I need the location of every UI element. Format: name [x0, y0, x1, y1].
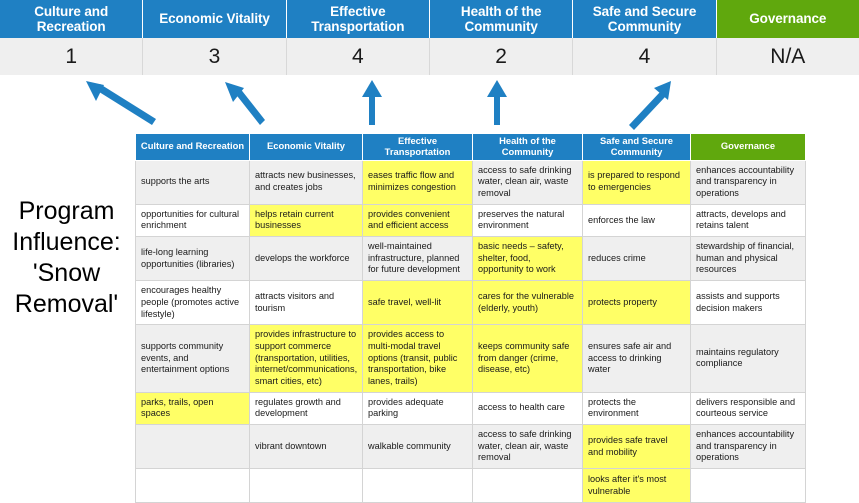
program-influence-caption: Program Influence: 'Snow Removal': [0, 196, 133, 320]
matrix-cell: parks, trails, open spaces: [135, 391, 250, 426]
table-row: encourages healthy people (promotes acti…: [135, 280, 806, 326]
matrix-cell: keeps community safe from danger (crime,…: [472, 324, 583, 393]
matrix-header-effective-transportation: Effective Transportation: [362, 133, 473, 161]
matrix-cell: [690, 468, 806, 503]
matrix-cell: attracts new businesses, and creates job…: [249, 159, 363, 205]
matrix-cell: reduces crime: [582, 236, 691, 282]
matrix-cell: provides safe travel and mobility: [582, 423, 691, 470]
table-row: supports the arts attracts new businesse…: [135, 159, 806, 205]
matrix-cell: provides infrastructure to support comme…: [249, 324, 363, 393]
matrix-cell: vibrant downtown: [249, 423, 363, 470]
matrix-cell: safe travel, well-lit: [362, 280, 473, 326]
scorecard-header-governance: Governance: [716, 0, 859, 38]
scorecard-header-economic-vitality: Economic Vitality: [143, 0, 287, 38]
matrix-cell: [472, 468, 583, 503]
scorecard-value-governance: N/A: [770, 44, 806, 68]
matrix-cell: stewardship of financial, human and phys…: [690, 236, 806, 282]
arrow-up-icon-4: [487, 80, 507, 125]
scorecard-table: Culture and Recreation Economic Vitality…: [0, 0, 859, 75]
matrix-cell: protects the environment: [582, 391, 691, 426]
matrix-cell: preserves the natural environment: [472, 203, 583, 238]
matrix-cell: basic needs – safety, shelter, food, opp…: [472, 236, 583, 282]
table-row: opportunities for cultural enrichment he…: [135, 203, 806, 238]
table-row: parks, trails, open spaces regulates gro…: [135, 391, 806, 426]
scorecard-header-effective-transportation: Effective Transportation: [286, 0, 430, 38]
scorecard-header-row: Culture and Recreation Economic Vitality…: [0, 0, 859, 38]
matrix-cell: [249, 468, 363, 503]
matrix-cell: protects property: [582, 280, 691, 326]
matrix-cell: helps retain current businesses: [249, 203, 363, 238]
matrix-cell: is prepared to respond to emergencies: [582, 159, 691, 205]
matrix-header-health-of-the-community: Health of the Community: [472, 133, 583, 161]
matrix-cell: provides access to multi-modal travel op…: [362, 324, 473, 393]
scorecard-value-health-of-the-community: 2: [430, 38, 574, 75]
matrix-header-culture-and-recreation: Culture and Recreation: [135, 133, 250, 161]
table-row: looks after it's most vulnerable: [135, 468, 806, 503]
scorecard-value-effective-transportation: 4: [287, 38, 430, 75]
matrix-cell: maintains regulatory compliance: [690, 324, 806, 393]
matrix-cell: access to health care: [472, 391, 583, 426]
scorecard-header-safe-and-secure-community: Safe and Secure Community: [573, 0, 717, 38]
matrix-header-economic-vitality: Economic Vitality: [249, 133, 363, 161]
caption-line-2: Influence:: [12, 228, 121, 256]
matrix-cell: provides adequate parking: [362, 391, 473, 426]
matrix-cell: regulates growth and development: [249, 391, 363, 426]
caption-line-4: Removal': [14, 290, 119, 318]
matrix-header-safe-and-secure-community: Safe and Secure Community: [582, 133, 691, 161]
caption-line-3: 'Snow: [32, 259, 101, 287]
arrow-connectors: [86, 80, 671, 130]
matrix-cell: well-maintained infrastructure, planned …: [362, 236, 473, 282]
scorecard-values-row: 1 3 4 2 4 N/A: [0, 38, 859, 75]
matrix-cell: [135, 468, 250, 503]
scorecard-header-health-of-the-community: Health of the Community: [429, 0, 574, 38]
matrix-cell: supports community events, and entertain…: [135, 324, 250, 393]
matrix-cell: eases traffic flow and minimizes congest…: [362, 159, 473, 205]
matrix-cell: cares for the vulnerable (elderly, youth…: [472, 280, 583, 326]
matrix-cell: delivers responsible and courteous servi…: [690, 391, 806, 426]
matrix-cell: enhances accountability and transparency…: [690, 423, 806, 470]
arrow-up-right-icon-5: [629, 81, 671, 130]
caption-line-1: Program: [18, 197, 115, 225]
matrix-cell: develops the workforce: [249, 236, 363, 282]
matrix-cell: access to safe drinking water, clean air…: [472, 423, 583, 470]
matrix-cell: enhances accountability and transparency…: [690, 159, 806, 205]
influence-matrix-table: Culture and Recreation Economic Vitality…: [135, 133, 806, 503]
matrix-header-row: Culture and Recreation Economic Vitality…: [135, 133, 806, 161]
scorecard-value-culture-and-recreation: 1: [0, 38, 144, 75]
matrix-cell: attracts visitors and tourism: [249, 280, 363, 326]
arrow-up-left-icon-1: [86, 81, 156, 125]
matrix-cell: assists and supports decision makers: [690, 280, 806, 326]
matrix-cell: opportunities for cultural enrichment: [135, 203, 250, 238]
matrix-header-governance: Governance: [690, 133, 806, 161]
matrix-cell: attracts, develops and retains talent: [690, 203, 806, 238]
table-row: life-long learning opportunities (librar…: [135, 236, 806, 282]
matrix-cell: life-long learning opportunities (librar…: [135, 236, 250, 282]
arrow-up-left-icon-2: [225, 82, 265, 125]
table-row: vibrant downtown walkable community acce…: [135, 423, 806, 470]
matrix-cell: walkable community: [362, 423, 473, 470]
matrix-cell: ensures safe air and access to drinking …: [582, 324, 691, 393]
scorecard-header-culture-and-recreation: Culture and Recreation: [0, 0, 144, 38]
matrix-cell: [362, 468, 473, 503]
matrix-cell: access to safe drinking water, clean air…: [472, 159, 583, 205]
scorecard-value-safe-and-secure-community: 4: [573, 38, 717, 75]
matrix-cell: supports the arts: [135, 159, 250, 205]
arrow-up-icon-3: [362, 80, 382, 125]
matrix-cell: encourages healthy people (promotes acti…: [135, 280, 250, 326]
scorecard-value-economic-vitality: 3: [143, 38, 287, 75]
matrix-cell: looks after it's most vulnerable: [582, 468, 691, 503]
table-row: supports community events, and entertain…: [135, 324, 806, 393]
matrix-cell: enforces the law: [582, 203, 691, 238]
matrix-cell: [135, 423, 250, 470]
matrix-cell: provides convenient and efficient access: [362, 203, 473, 238]
